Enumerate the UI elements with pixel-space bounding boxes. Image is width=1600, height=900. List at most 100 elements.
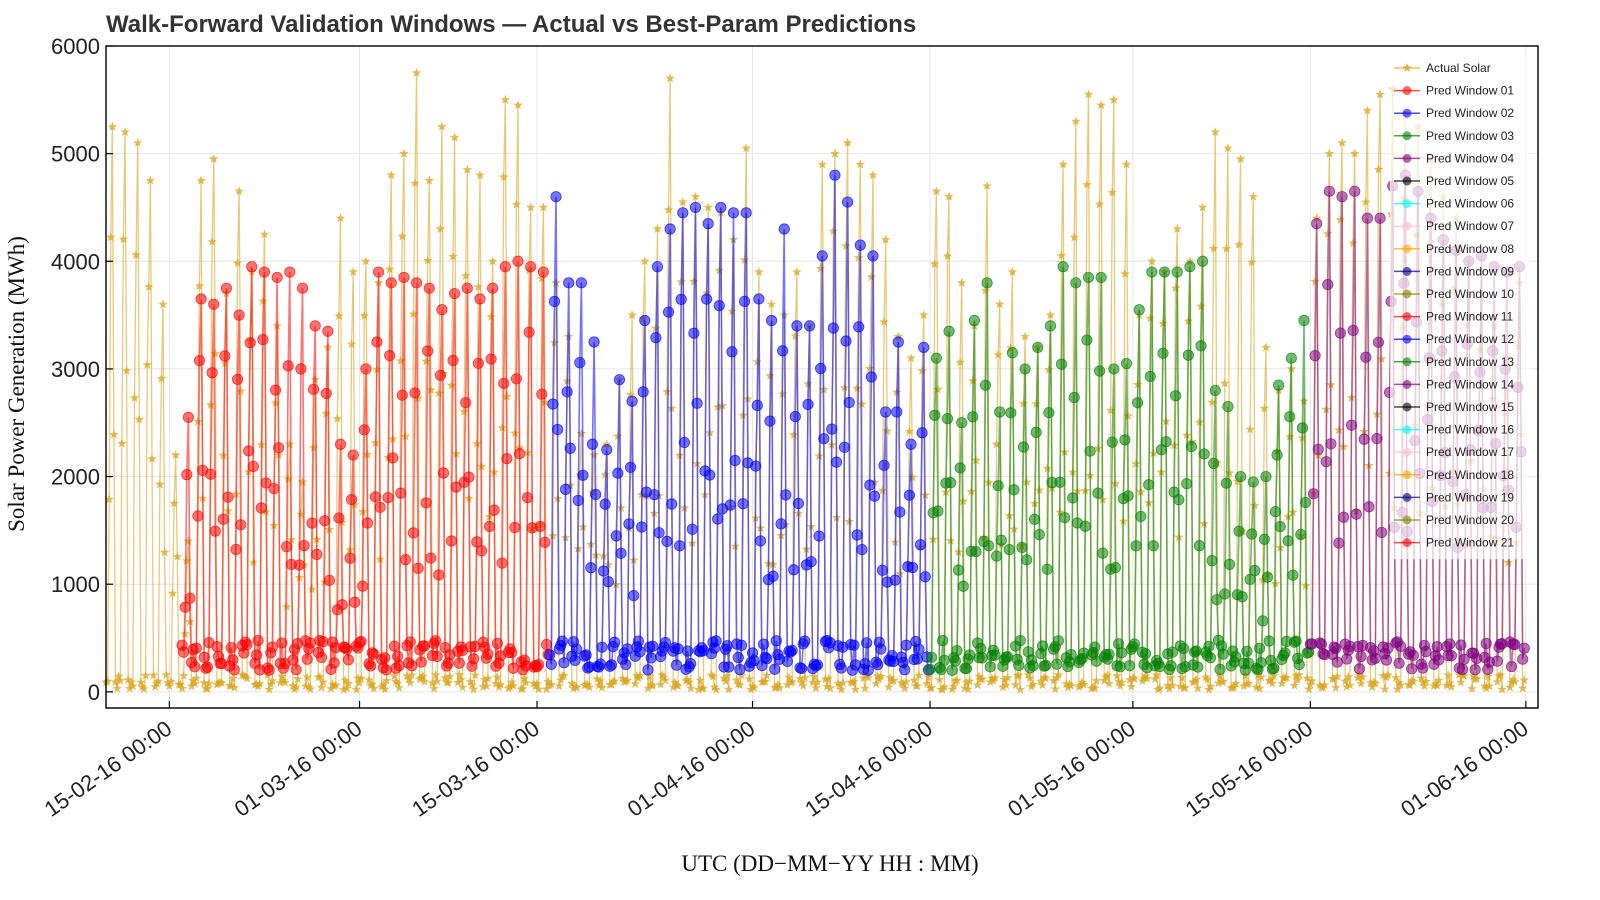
data-point bbox=[182, 556, 192, 565]
data-point bbox=[533, 684, 544, 694]
data-point bbox=[556, 635, 568, 647]
data-point bbox=[1348, 238, 1358, 248]
data-point bbox=[1367, 682, 1377, 692]
data-point bbox=[1456, 663, 1469, 676]
data-point bbox=[1261, 342, 1271, 352]
data-point bbox=[487, 256, 498, 266]
data-point bbox=[907, 472, 918, 482]
data-point bbox=[917, 365, 927, 375]
data-point bbox=[315, 672, 325, 681]
data-point bbox=[145, 175, 156, 185]
data-point bbox=[727, 207, 740, 219]
data-point bbox=[681, 645, 694, 657]
data-point bbox=[136, 677, 146, 687]
data-point bbox=[343, 678, 354, 688]
data-point bbox=[474, 293, 486, 305]
data-point bbox=[665, 73, 675, 83]
data-point bbox=[471, 536, 483, 548]
data-point bbox=[159, 547, 170, 557]
data-point bbox=[885, 672, 896, 682]
data-point bbox=[1041, 563, 1053, 575]
data-point bbox=[1070, 277, 1082, 289]
data-point bbox=[709, 682, 720, 692]
data-point bbox=[648, 681, 658, 690]
data-point bbox=[341, 643, 353, 655]
data-point bbox=[453, 657, 465, 669]
data-point bbox=[748, 655, 760, 667]
data-point bbox=[958, 496, 969, 506]
data-point bbox=[1299, 496, 1312, 509]
data-point bbox=[510, 373, 523, 385]
data-point bbox=[1345, 419, 1358, 431]
data-point bbox=[1203, 640, 1215, 652]
data-point bbox=[142, 359, 152, 369]
data-point bbox=[668, 682, 679, 692]
data-point bbox=[468, 653, 480, 665]
y-tick-label: 3000 bbox=[51, 357, 100, 382]
data-point bbox=[865, 363, 875, 373]
data-point bbox=[500, 94, 511, 104]
data-point bbox=[1112, 671, 1122, 680]
data-point bbox=[1374, 212, 1386, 224]
data-point bbox=[747, 681, 758, 690]
data-point bbox=[610, 530, 622, 542]
data-point bbox=[171, 450, 181, 460]
data-point bbox=[1483, 671, 1493, 681]
data-point bbox=[393, 660, 405, 672]
data-point bbox=[437, 467, 450, 479]
data-point bbox=[838, 441, 851, 453]
data-point bbox=[369, 491, 381, 503]
data-point bbox=[583, 679, 593, 689]
data-point bbox=[306, 517, 318, 529]
data-point bbox=[627, 310, 637, 320]
data-point bbox=[1242, 657, 1255, 669]
legend-circle-icon bbox=[1402, 515, 1412, 525]
data-point bbox=[802, 398, 814, 411]
y-tick-label: 6000 bbox=[51, 34, 100, 59]
data-point bbox=[835, 662, 847, 674]
data-point bbox=[462, 164, 473, 174]
legend-item: Actual Solar bbox=[1394, 61, 1491, 75]
data-point bbox=[510, 428, 520, 438]
data-point bbox=[805, 556, 817, 568]
legend-circle-icon bbox=[1402, 108, 1412, 118]
data-point bbox=[163, 678, 173, 687]
data-point bbox=[193, 355, 206, 367]
data-point bbox=[815, 362, 827, 375]
data-point bbox=[916, 427, 928, 439]
legend-label: Pred Window 02 bbox=[1426, 106, 1514, 120]
data-point bbox=[534, 520, 546, 533]
data-point bbox=[1468, 671, 1479, 681]
data-point bbox=[1408, 676, 1419, 686]
data-point bbox=[356, 673, 366, 683]
data-point bbox=[422, 255, 433, 265]
data-point bbox=[251, 679, 262, 689]
data-point bbox=[934, 674, 945, 684]
data-point bbox=[647, 640, 659, 652]
data-point bbox=[724, 684, 734, 694]
legend-circle-icon bbox=[1402, 379, 1412, 389]
data-point bbox=[1048, 675, 1059, 685]
data-point bbox=[1192, 661, 1204, 673]
data-point bbox=[235, 519, 247, 531]
data-point bbox=[995, 299, 1005, 309]
legend-circle-icon bbox=[1402, 266, 1412, 276]
data-point bbox=[355, 635, 367, 648]
legend-label: Pred Window 12 bbox=[1426, 332, 1514, 346]
data-point bbox=[399, 148, 409, 158]
data-point bbox=[1467, 683, 1477, 693]
data-point bbox=[140, 670, 151, 680]
data-point bbox=[1219, 588, 1231, 600]
data-point bbox=[588, 336, 600, 348]
data-point bbox=[689, 201, 702, 214]
data-point bbox=[1126, 681, 1136, 691]
data-point bbox=[1032, 341, 1044, 353]
data-point bbox=[1142, 673, 1152, 683]
data-point bbox=[964, 649, 976, 661]
data-point bbox=[991, 439, 1002, 449]
data-point bbox=[1135, 510, 1147, 523]
data-point bbox=[293, 559, 305, 571]
data-point bbox=[255, 678, 265, 688]
data-point bbox=[350, 500, 360, 509]
data-point bbox=[537, 273, 547, 283]
